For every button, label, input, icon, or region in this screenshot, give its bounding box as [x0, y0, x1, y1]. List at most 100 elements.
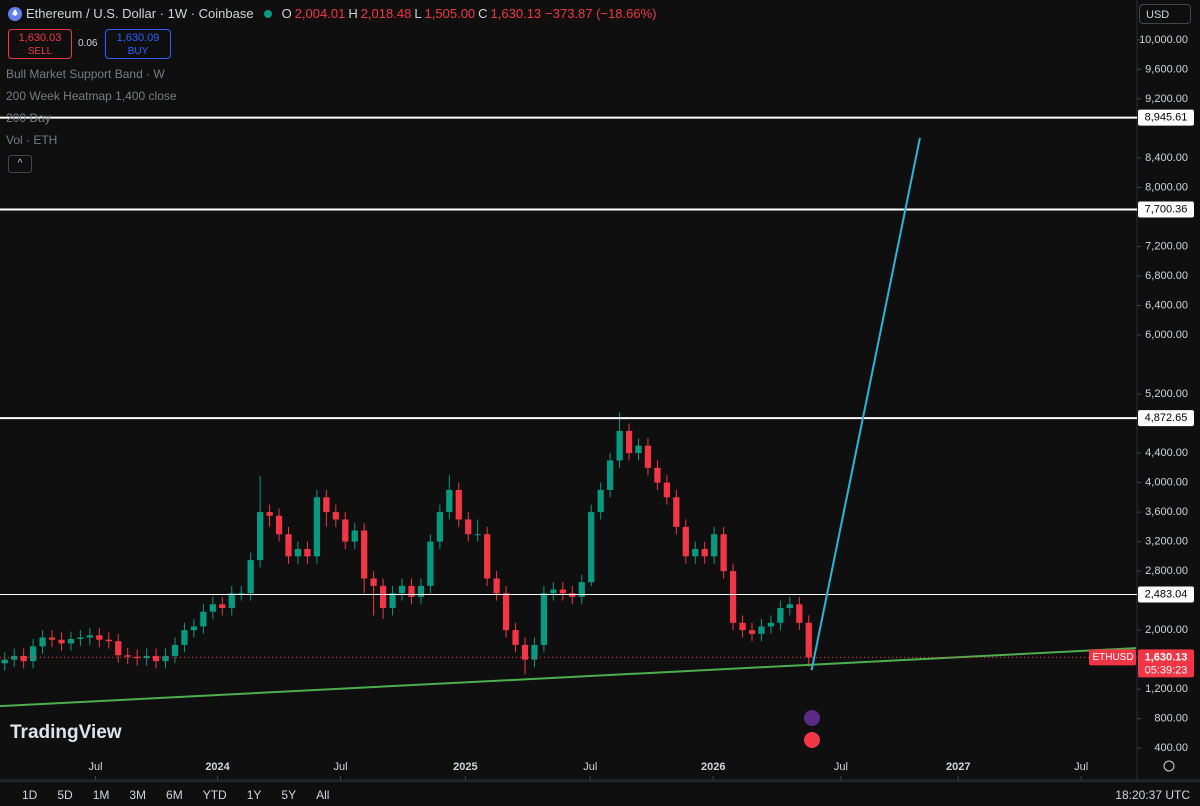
- range-button[interactable]: 5D: [57, 787, 73, 802]
- y-tick-label: 3,200.00: [1145, 535, 1188, 547]
- trendline: [0, 647, 1137, 708]
- ranges: 1D 5D 1M 3M 6M YTD 1Y 5Y All: [12, 788, 329, 802]
- buy-label: BUY: [127, 46, 149, 57]
- event-icon: [804, 732, 820, 748]
- status-dot: [263, 9, 272, 18]
- sell-price: 1,630.03: [18, 32, 62, 44]
- y-tick-label: 4,400.00: [1145, 447, 1188, 459]
- y-tick-label: 6,400.00: [1145, 299, 1188, 311]
- x-tick-label: Jul: [89, 761, 103, 773]
- candle-body: [588, 512, 595, 583]
- buy-button[interactable]: 1,630.09 BUY: [105, 29, 171, 59]
- indicator[interactable]: 200 Day: [6, 111, 51, 125]
- symbol[interactable]: Ethereum / U.S. Dollar · 1W · Coinbase: [26, 6, 254, 21]
- x-tick-label: 2027: [946, 761, 970, 773]
- y-tick-label: 3,600.00: [1145, 506, 1188, 518]
- y-tick-label: 6,800.00: [1145, 270, 1188, 282]
- currency-button[interactable]: USD: [1139, 4, 1191, 24]
- range-button[interactable]: 1M: [92, 787, 110, 802]
- candle-body: [427, 541, 434, 586]
- ohlc-value: 1,505.00: [424, 6, 476, 21]
- candle-body: [313, 497, 321, 557]
- chart: 10,000.00 9,600.00 9,200.00 8,400.00 8,000.0…: [0, 0, 1200, 781]
- x-tick-label: 2026: [701, 761, 725, 773]
- x-tick-label: Jul: [834, 761, 848, 773]
- candle-body: [805, 622, 812, 658]
- candle-body: [616, 430, 623, 461]
- candle-body: [20, 655, 27, 662]
- y-tick-label: 800.00: [1154, 713, 1188, 725]
- watermark: TradingView: [10, 722, 122, 743]
- price-label-box: [1138, 109, 1194, 126]
- last-price-box: [1138, 649, 1194, 678]
- candle-body: [408, 585, 415, 597]
- y-tick-label: 2,800.00: [1145, 565, 1188, 577]
- candle-body: [521, 644, 529, 660]
- range-button[interactable]: 6M: [166, 787, 183, 802]
- candle-body: [786, 604, 793, 608]
- candle-body: [238, 593, 245, 595]
- candle-body: [474, 534, 481, 536]
- symbol-tag: [1089, 649, 1136, 666]
- candle-body: [739, 622, 746, 631]
- candle-body: [152, 655, 160, 662]
- candle-body: [502, 593, 510, 631]
- candle-body: [654, 467, 661, 483]
- candle-body: [692, 548, 699, 557]
- candle-body: [540, 593, 548, 645]
- candle-body: [673, 497, 680, 527]
- settings-icon: [1163, 760, 1175, 772]
- x-tick-label: Jul: [583, 761, 597, 773]
- y-tick-label: 400.00: [1154, 742, 1188, 754]
- candle-body: [275, 515, 283, 535]
- candle-body: [39, 637, 46, 647]
- x-tick-label: 2024: [205, 761, 230, 773]
- buy-price: 1,630.09: [116, 32, 160, 44]
- symbol-tag-label: ETHUSD: [1092, 652, 1133, 663]
- price-label-box: [1138, 201, 1194, 218]
- countdown: 05:39:23: [1145, 664, 1188, 676]
- candle-body: [389, 593, 396, 608]
- range-button[interactable]: YTD: [202, 787, 227, 802]
- y-tick-label: 10,000.00: [1139, 34, 1188, 46]
- candle-body: [351, 530, 358, 542]
- candle-body: [777, 608, 784, 623]
- range-button[interactable]: 1Y: [246, 787, 262, 802]
- candle-body: [644, 445, 652, 468]
- sell-button[interactable]: 1,630.03 SELL: [8, 29, 72, 59]
- collapse-button[interactable]: ^: [8, 155, 32, 173]
- range-button[interactable]: 5Y: [281, 787, 297, 802]
- indicator[interactable]: Vol · ETH: [6, 133, 58, 147]
- price-label-box: [1138, 410, 1194, 427]
- candle-body: [67, 638, 75, 644]
- candle-body: [729, 571, 737, 623]
- y-tick-label: 7,200.00: [1145, 240, 1188, 252]
- candle-body: [446, 489, 453, 513]
- candle-body: [228, 593, 235, 608]
- range-button[interactable]: 3M: [129, 787, 147, 802]
- candle-body: [143, 655, 150, 659]
- ohlc-key: H: [348, 6, 358, 21]
- candle-body: [115, 641, 122, 656]
- candle-body: [455, 489, 462, 520]
- trendline: [810, 137, 921, 671]
- ohlc: O 2,004.01 H 2,018.48 L 1,505.00 C 1,630.13: [282, 6, 542, 21]
- price-label: 2,483.04: [1145, 588, 1188, 600]
- candle-body: [711, 534, 718, 557]
- candle-body: [370, 578, 377, 586]
- range-button[interactable]: 1D: [22, 787, 38, 802]
- candle-body: [701, 548, 708, 557]
- candle-body: [247, 560, 254, 594]
- candle-body: [379, 585, 387, 608]
- range-button[interactable]: All: [316, 787, 330, 802]
- ohlc-key: C: [478, 6, 488, 21]
- indicator[interactable]: 200 Week Heatmap 1,400 close: [6, 89, 177, 103]
- y-tick-label: 9,600.00: [1145, 63, 1188, 75]
- indicator[interactable]: Bull Market Support Band · W: [6, 67, 165, 81]
- candle-body: [323, 497, 330, 513]
- candle-body: [465, 519, 472, 535]
- x-tick-label: 2025: [453, 761, 477, 773]
- bottom-toolbar: 1D 5D 1M 3M 6M YTD 1Y 5Y All 18:20:37 UTC: [0, 781, 1200, 806]
- candle-body: [266, 512, 273, 516]
